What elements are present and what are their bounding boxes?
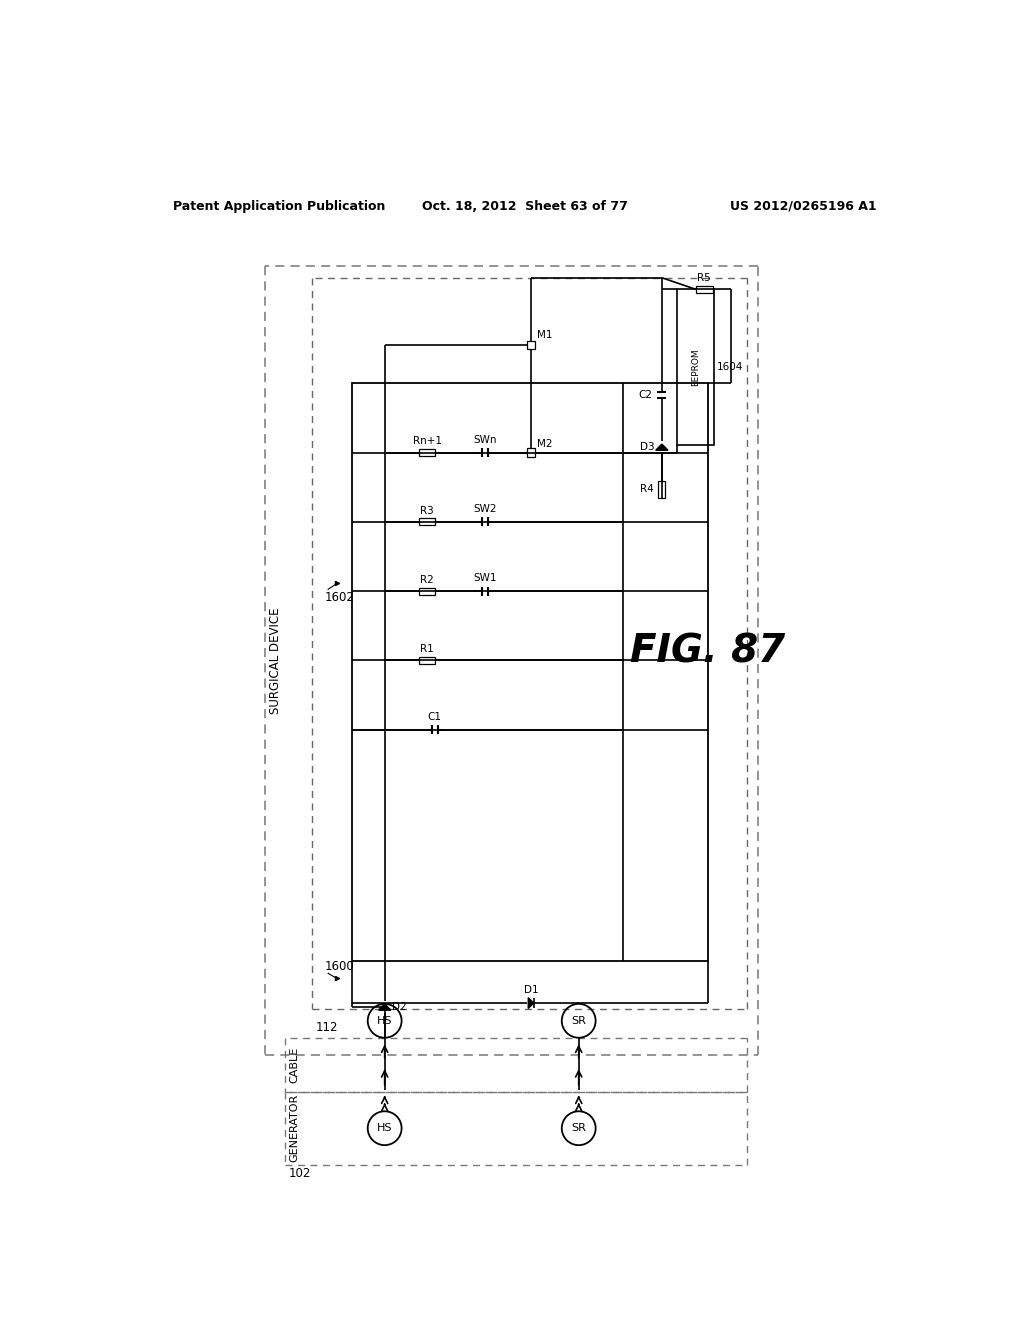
Text: D1: D1 (523, 986, 539, 995)
Text: 1600: 1600 (325, 961, 354, 973)
Text: 102: 102 (289, 1167, 311, 1180)
Text: FIG. 87: FIG. 87 (631, 632, 785, 671)
Text: GENERATOR: GENERATOR (290, 1094, 300, 1163)
Text: SWn: SWn (473, 434, 497, 445)
Text: R5: R5 (697, 273, 711, 284)
Text: R4: R4 (640, 484, 654, 495)
Text: SR: SR (571, 1123, 586, 1133)
Text: 1604: 1604 (717, 362, 742, 372)
Text: SW2: SW2 (473, 504, 497, 515)
Text: M1: M1 (538, 330, 553, 341)
Text: SURGICAL DEVICE: SURGICAL DEVICE (269, 607, 282, 714)
Text: D3: D3 (640, 442, 654, 453)
Text: D2: D2 (392, 1002, 407, 1012)
Text: CABLE: CABLE (290, 1047, 300, 1082)
Text: Patent Application Publication: Patent Application Publication (173, 199, 385, 213)
Polygon shape (379, 1003, 391, 1010)
Text: HS: HS (377, 1123, 392, 1133)
Text: SR: SR (571, 1016, 586, 1026)
Text: C2: C2 (639, 389, 652, 400)
Text: Rn+1: Rn+1 (413, 437, 441, 446)
Text: 1602: 1602 (325, 591, 354, 603)
Text: HS: HS (377, 1016, 392, 1026)
Text: EEPROM: EEPROM (691, 348, 700, 385)
Text: 112: 112 (315, 1020, 338, 1034)
Text: Oct. 18, 2012  Sheet 63 of 77: Oct. 18, 2012 Sheet 63 of 77 (422, 199, 628, 213)
Text: C1: C1 (428, 711, 441, 722)
Text: US 2012/0265196 A1: US 2012/0265196 A1 (730, 199, 877, 213)
Text: M2: M2 (538, 438, 553, 449)
Polygon shape (655, 444, 668, 450)
Text: R3: R3 (420, 506, 434, 516)
Polygon shape (528, 998, 534, 1008)
Text: R2: R2 (420, 576, 434, 585)
Text: SW1: SW1 (473, 573, 497, 583)
Text: R1: R1 (420, 644, 434, 655)
